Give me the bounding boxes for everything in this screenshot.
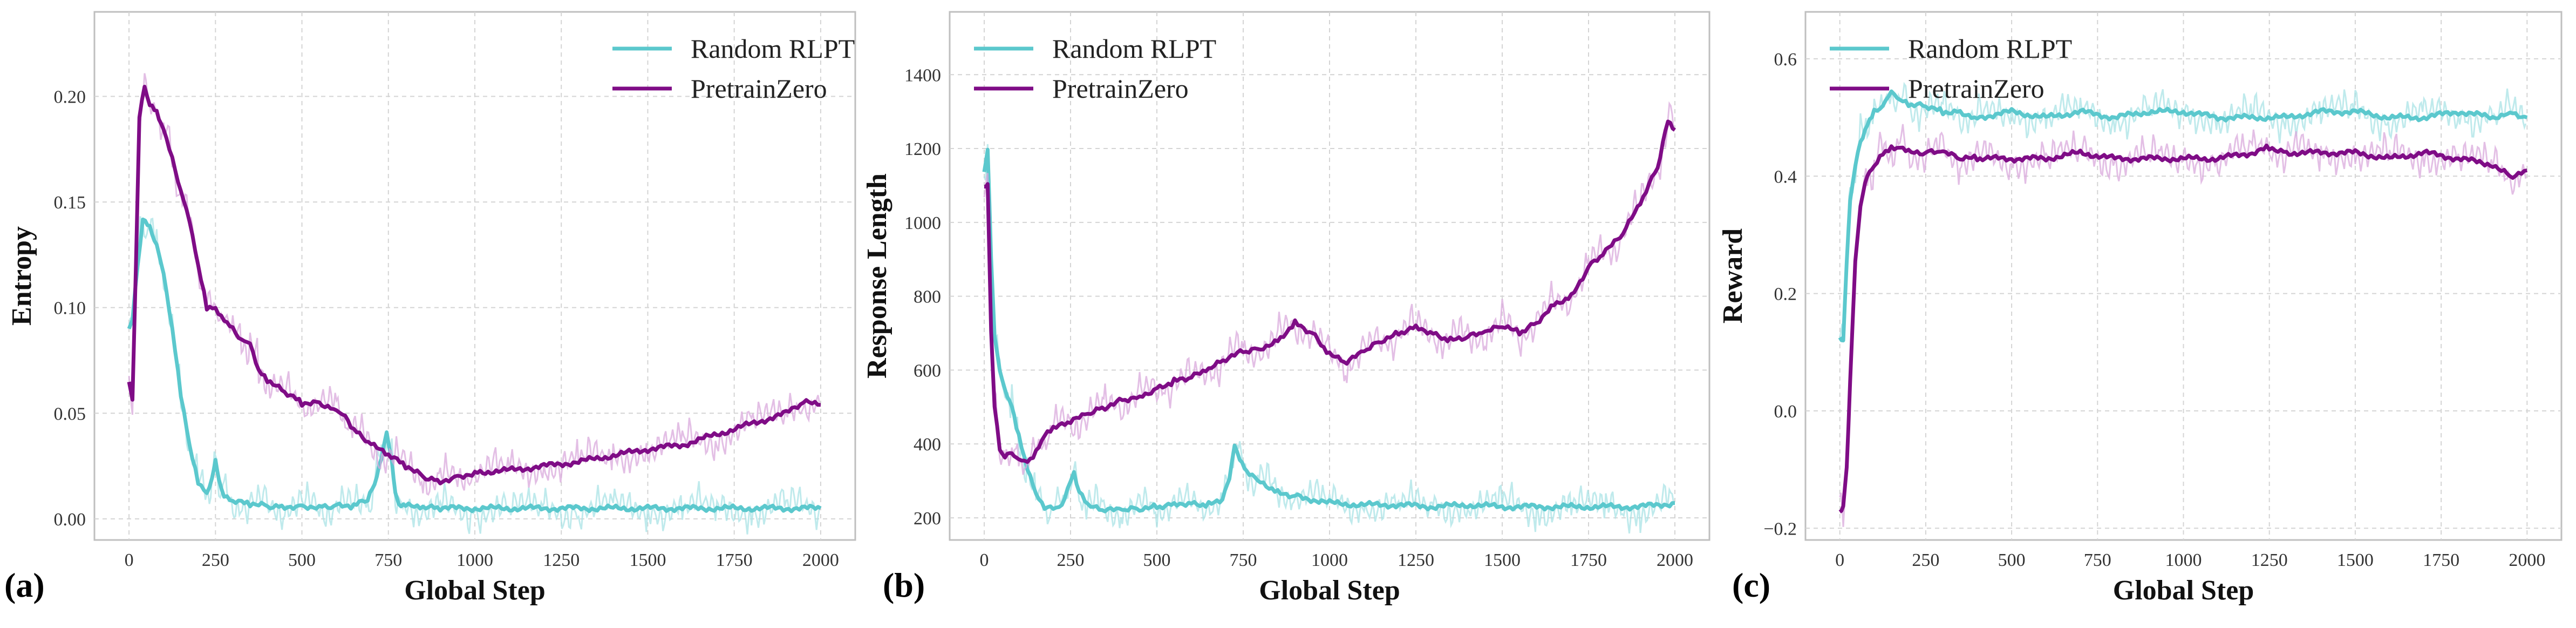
x-tick-label: 1500 <box>629 550 666 570</box>
legend-label: Random RLPT <box>1908 33 2072 64</box>
x-tick-label: 1750 <box>2423 550 2459 570</box>
x-tick-label: 1500 <box>1484 550 1521 570</box>
series-line-random-rlpt <box>1838 89 2528 342</box>
x-tick-label: 1500 <box>2337 550 2374 570</box>
y-tick-label: 0.4 <box>1774 167 1797 187</box>
x-tick-label: 0 <box>1835 550 1844 570</box>
y-tick-label: 1000 <box>904 213 941 233</box>
x-tick-label: 1750 <box>716 550 753 570</box>
legend-label: Random RLPT <box>1052 33 1216 64</box>
y-axis-title: Response Length <box>862 173 892 379</box>
series-line-pretrainzero <box>127 84 821 485</box>
x-tick-label: 2000 <box>802 550 839 570</box>
y-tick-label: 1200 <box>904 139 941 159</box>
y-tick-label: 0.2 <box>1774 285 1797 305</box>
x-tick-label: 500 <box>1143 550 1171 570</box>
y-tick-label: 0.20 <box>54 87 86 107</box>
panel-c: 0 250 500 750 1000 1250 1500 1750 2000 −0.2 0.0 0.2… <box>1718 11 2563 606</box>
y-tick-label: 600 <box>914 361 941 381</box>
x-tick-label: 750 <box>374 550 402 570</box>
x-tick-label: 250 <box>202 550 229 570</box>
series-line-random-rlpt <box>982 147 1675 514</box>
y-axis-title: Reward <box>1718 228 1748 323</box>
y-tick-label: 0.15 <box>54 193 86 213</box>
y-tick-label: 0.6 <box>1774 50 1797 70</box>
x-tick-label: 1000 <box>456 550 493 570</box>
legend-label: PretrainZero <box>1908 73 2045 104</box>
legend-label: Random RLPT <box>691 33 855 64</box>
x-tick-label: 750 <box>1230 550 1257 570</box>
series-raw-pretrainzero <box>1839 124 2527 527</box>
x-tick-label: 1000 <box>1311 550 1348 570</box>
panel-label: (b) <box>883 566 925 604</box>
y-tick-label: 0.10 <box>54 299 86 319</box>
series-line-pretrainzero <box>984 119 1677 464</box>
x-axis-title: Global Step <box>2113 575 2254 606</box>
x-tick-label: 500 <box>1998 550 2026 570</box>
panel-label: (c) <box>1732 566 1770 604</box>
y-tick-label: 1400 <box>904 65 941 85</box>
y-tick-label: 0.00 <box>54 510 86 530</box>
y-tick-label: 400 <box>914 435 941 455</box>
panel-a: 0 250 500 750 1000 1250 1500 1750 2000 0.00 0.05 0.… <box>4 11 856 606</box>
x-tick-label: 0 <box>980 550 989 570</box>
y-tick-label: −0.2 <box>1763 519 1797 539</box>
y-axis-title: Entropy <box>6 226 37 326</box>
x-tick-label: 1250 <box>543 550 580 570</box>
y-tick-label: 0.0 <box>1774 402 1797 422</box>
legend-label: PretrainZero <box>691 73 827 104</box>
x-tick-label: 1750 <box>1570 550 1607 570</box>
x-tick-label: 500 <box>288 550 316 570</box>
panel-b: 0 250 500 750 1000 1250 1500 1750 2000 200 400 600 8… <box>862 11 1710 606</box>
x-tick-label: 250 <box>1057 550 1085 570</box>
y-tick-label: 0.05 <box>54 404 86 424</box>
legend-label: PretrainZero <box>1052 73 1189 104</box>
series-line-pretrainzero <box>1838 143 2528 514</box>
series-line-random-rlpt <box>127 217 822 514</box>
y-tick-label: 800 <box>914 287 941 307</box>
x-tick-label: 1250 <box>2251 550 2288 570</box>
x-tick-label: 750 <box>2084 550 2111 570</box>
x-tick-label: 250 <box>1912 550 1939 570</box>
y-tick-label: 200 <box>914 509 941 529</box>
x-tick-label: 0 <box>125 550 134 570</box>
x-axis-title: Global Step <box>1259 575 1400 606</box>
x-tick-label: 2000 <box>1657 550 1693 570</box>
panel-label: (a) <box>4 566 45 604</box>
x-tick-label: 1000 <box>2165 550 2202 570</box>
x-axis-title: Global Step <box>404 575 546 606</box>
x-tick-label: 2000 <box>2509 550 2545 570</box>
x-tick-label: 1250 <box>1398 550 1434 570</box>
